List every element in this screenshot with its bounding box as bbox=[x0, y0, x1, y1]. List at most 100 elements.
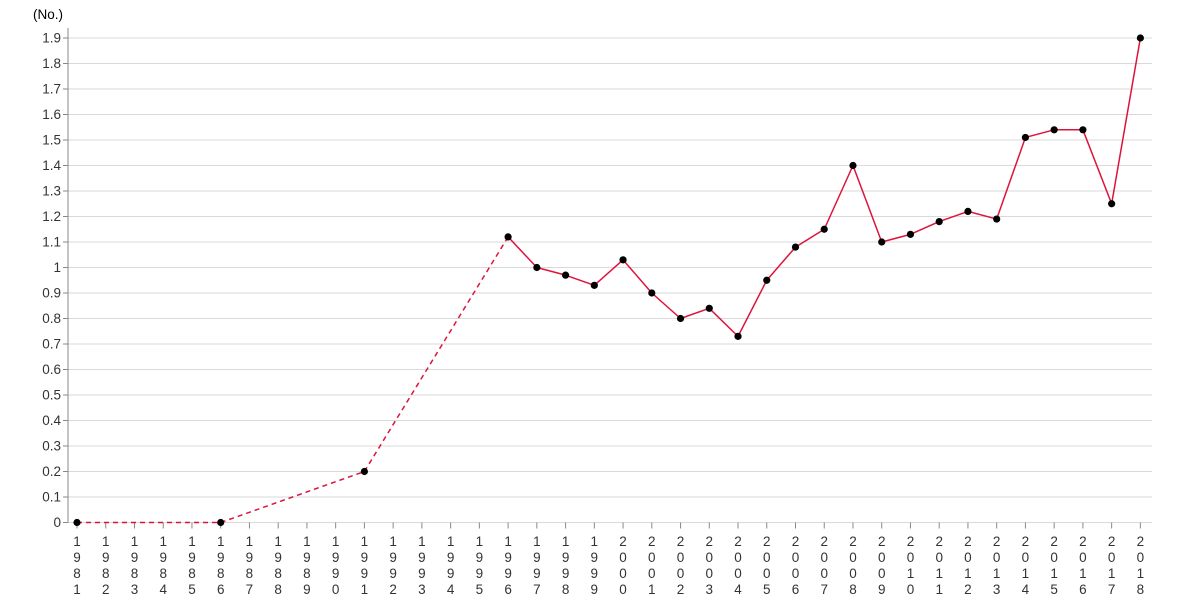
data-point-2011 bbox=[935, 218, 943, 226]
line-segment bbox=[737, 279, 768, 337]
data-point-2007 bbox=[820, 225, 828, 233]
y-tick-label: 1.7 bbox=[42, 82, 61, 97]
y-tick-label: 0.1 bbox=[42, 490, 61, 505]
data-point-markers bbox=[73, 34, 1144, 527]
data-point-2016 bbox=[1079, 126, 1087, 134]
data-point-2010 bbox=[906, 230, 915, 238]
data-point-2004 bbox=[734, 332, 742, 340]
y-tick-label: 0.9 bbox=[42, 286, 61, 301]
data-point-1997 bbox=[533, 263, 541, 272]
y-tick-label: 1 bbox=[53, 260, 61, 275]
data-point-2000 bbox=[619, 256, 627, 264]
data-line bbox=[77, 37, 1142, 524]
line-segment bbox=[708, 307, 739, 337]
y-tick-label: 0.5 bbox=[42, 388, 61, 403]
x-axis-tick-labels: 1 9 8 1 1 9 8 2 1 9 8 3 1 9 8 4 1 9 8 5 1 9 8 6 1 9 8 7 1 9 8 8 1 9 8 9 1 9 9 0… bbox=[73, 534, 1144, 597]
data-point-1986 bbox=[217, 518, 225, 527]
line-segment bbox=[995, 137, 1027, 220]
data-point-2012 bbox=[964, 207, 972, 215]
line-segment bbox=[622, 259, 653, 294]
axes bbox=[63, 28, 1141, 529]
line-segment bbox=[1025, 129, 1055, 139]
line-segment bbox=[823, 165, 854, 230]
data-point-1981 bbox=[73, 518, 81, 527]
data-point-2013 bbox=[993, 215, 1001, 223]
y-tick-label: 0.2 bbox=[42, 464, 61, 479]
data-point-2001 bbox=[648, 289, 656, 297]
y-tick-label: 0.6 bbox=[42, 362, 61, 377]
y-tick-label: 0.7 bbox=[42, 337, 61, 352]
y-tick-label: 1.1 bbox=[42, 235, 61, 250]
y-tick-label: 1.2 bbox=[42, 209, 61, 224]
y-tick-label: 1.9 bbox=[42, 31, 61, 46]
line-segment bbox=[651, 292, 682, 320]
data-point-2008 bbox=[849, 161, 857, 170]
data-point-1996 bbox=[504, 233, 512, 241]
data-point-2002 bbox=[676, 314, 685, 323]
data-point-1999 bbox=[590, 281, 598, 289]
line-segment bbox=[220, 470, 365, 524]
data-point-2003 bbox=[705, 304, 713, 312]
y-tick-label: 0.4 bbox=[42, 413, 61, 428]
line-segment bbox=[363, 236, 509, 472]
data-point-2009 bbox=[878, 238, 886, 246]
line-segment bbox=[938, 210, 969, 223]
data-point-2006 bbox=[791, 243, 800, 251]
data-point-1998 bbox=[561, 271, 570, 279]
data-point-2014 bbox=[1021, 133, 1030, 142]
data-point-2005 bbox=[763, 276, 771, 284]
line-segment bbox=[593, 259, 624, 286]
line-segment bbox=[910, 220, 940, 236]
y-axis-tick-labels: 0 0.1 0.2 0.3 0.4 0.5 0.6 0.7 0.8 0.9 1 1.1 1.2 1.3 1.… bbox=[42, 31, 61, 531]
line-segment bbox=[967, 210, 997, 220]
line-segment bbox=[536, 266, 566, 276]
line-segment bbox=[766, 246, 797, 281]
line-segment bbox=[881, 233, 911, 243]
line-segment bbox=[1110, 37, 1142, 204]
y-tick-label: 1.5 bbox=[42, 133, 61, 148]
y-tick-label: 0.8 bbox=[42, 311, 61, 326]
line-segment bbox=[565, 274, 595, 287]
line-segment bbox=[852, 165, 883, 243]
y-axis-unit-label: (No.) bbox=[33, 7, 63, 22]
data-point-2015 bbox=[1050, 126, 1058, 134]
y-tick-label: 0.3 bbox=[42, 439, 61, 454]
y-tick-label: 0 bbox=[53, 515, 61, 530]
y-tick-label: 1.6 bbox=[42, 107, 61, 122]
data-point-2017 bbox=[1108, 200, 1116, 208]
y-tick-label: 1.4 bbox=[42, 158, 61, 173]
line-segment bbox=[795, 228, 825, 248]
data-point-2018 bbox=[1136, 34, 1144, 42]
